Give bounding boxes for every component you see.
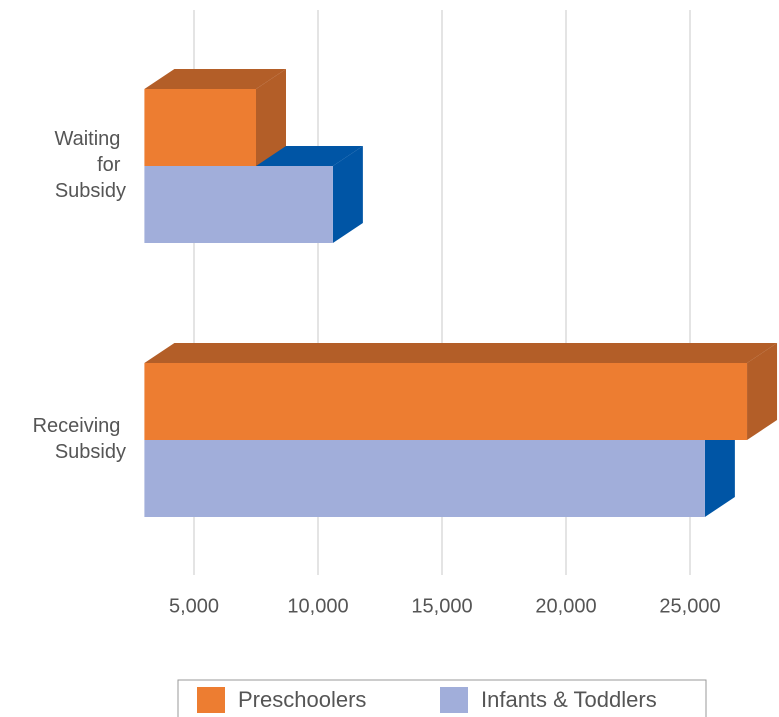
bar-side	[332, 146, 363, 243]
y-tick-label: Waiting for Subsidy	[54, 128, 126, 202]
bar	[144, 343, 778, 440]
bar-top	[144, 343, 778, 363]
x-tick-label: 10,000	[287, 595, 348, 617]
bar-front	[144, 363, 748, 440]
y-tick-label: Receiving Subsidy	[33, 415, 126, 463]
bars	[144, 69, 778, 517]
x-tick-label: 5,000	[169, 595, 219, 617]
bar-front	[144, 166, 333, 243]
bar-front	[144, 89, 256, 166]
bar	[144, 69, 286, 166]
bar-side	[704, 420, 735, 517]
bar-side	[747, 343, 778, 440]
bar-top	[144, 69, 286, 89]
legend-label: Preschoolers	[238, 687, 366, 712]
bar-front	[144, 440, 705, 517]
x-tick-label: 15,000	[411, 595, 472, 617]
legend-swatch	[440, 687, 468, 713]
x-tick-label: 20,000	[535, 595, 596, 617]
legend-label: Infants & Toddlers	[481, 687, 657, 712]
x-tick-label: 25,000	[659, 595, 720, 617]
bar-side	[256, 69, 286, 166]
legend-swatch	[197, 687, 225, 713]
